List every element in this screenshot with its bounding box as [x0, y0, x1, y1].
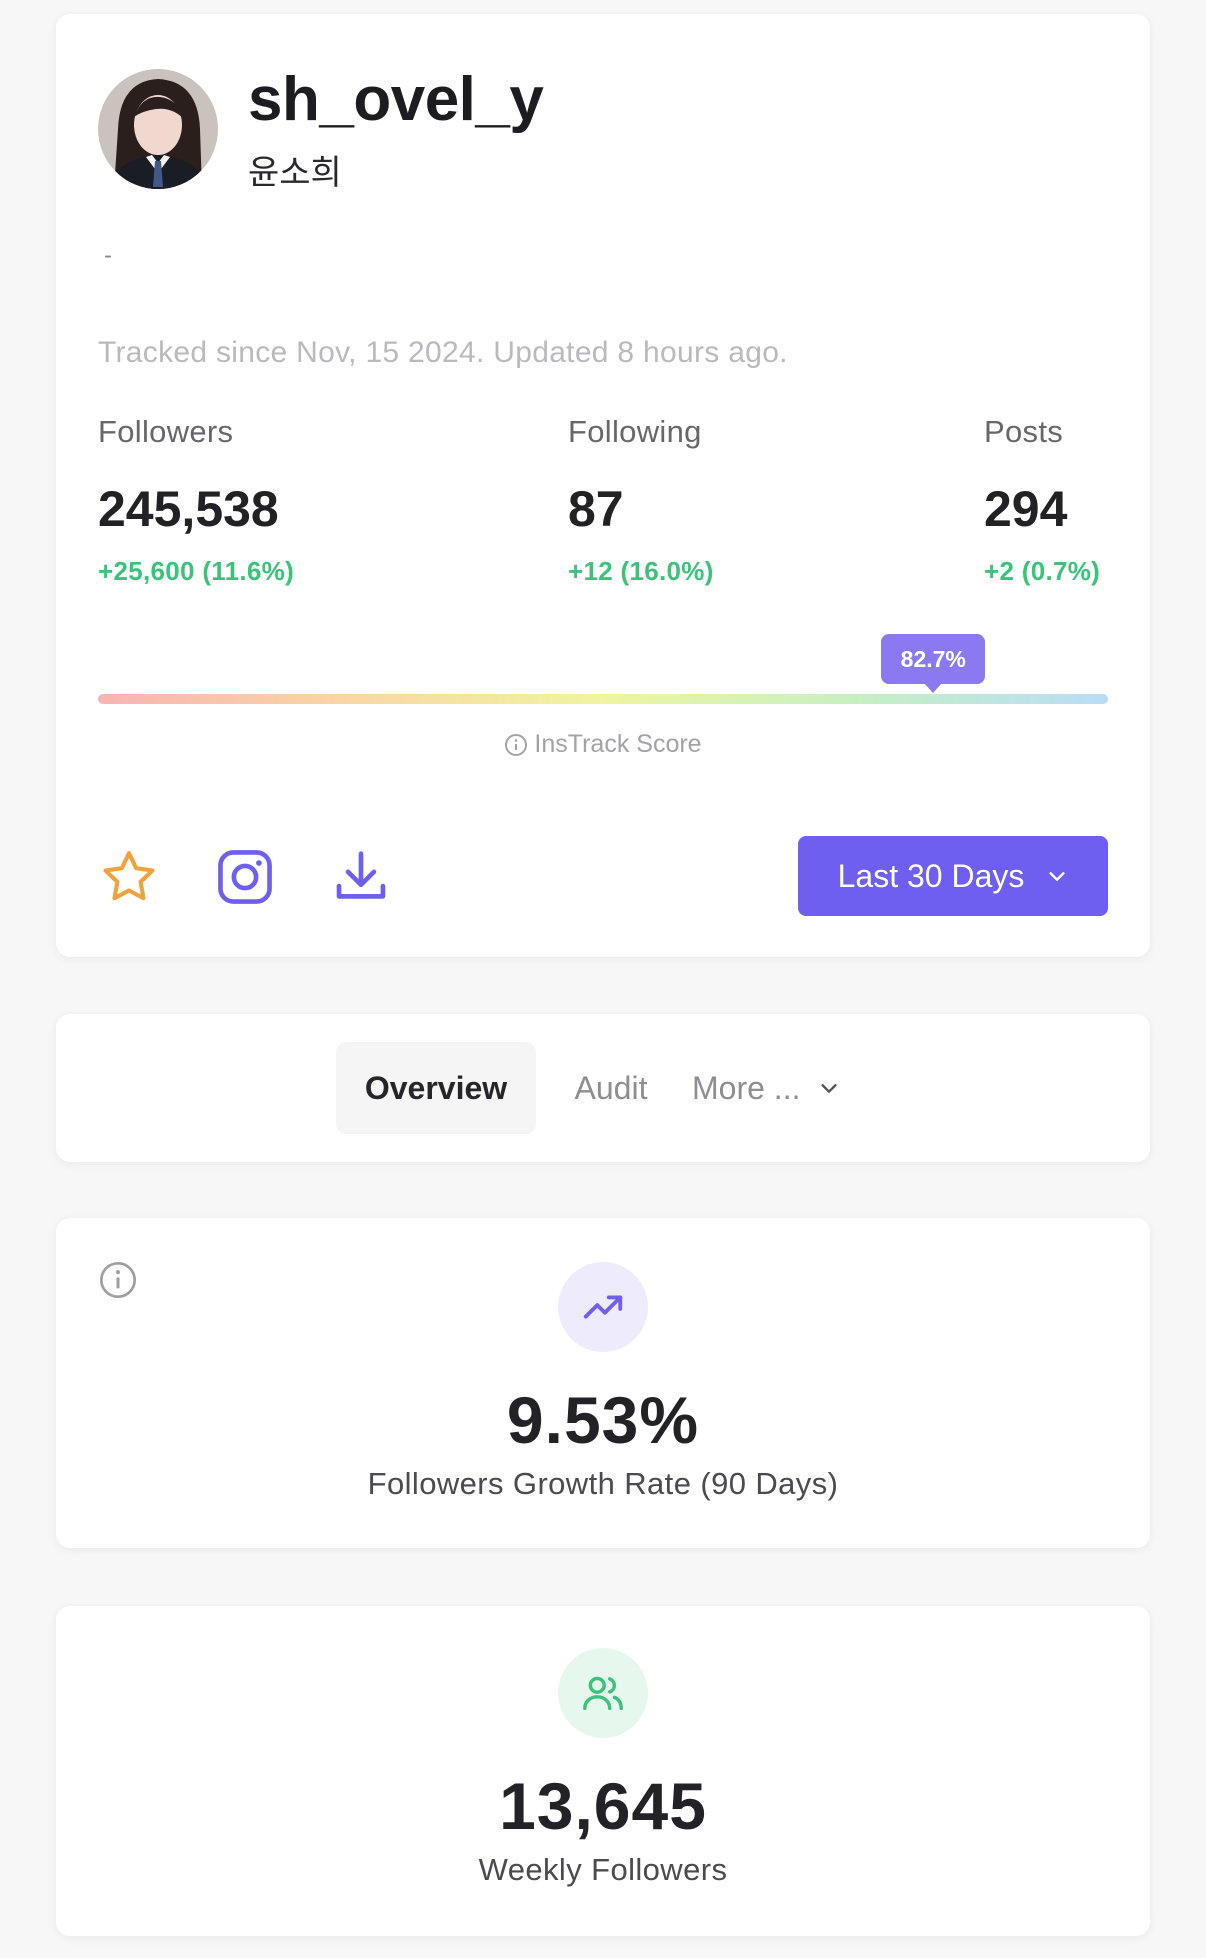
- favorite-button[interactable]: [98, 846, 160, 908]
- tab-audit[interactable]: Audit: [574, 1070, 648, 1106]
- download-icon: [336, 851, 386, 899]
- weekly-followers-value: 13,645: [499, 1769, 707, 1843]
- info-icon[interactable]: [98, 1260, 138, 1305]
- tabs-card: Overview Audit More ...: [56, 1014, 1150, 1162]
- growth-rate-label: Followers Growth Rate (90 Days): [367, 1466, 839, 1501]
- score-label-row[interactable]: InsTrack Score: [56, 730, 1150, 764]
- users-icon: [583, 1676, 623, 1711]
- weekly-followers-label: Weekly Followers: [478, 1852, 728, 1887]
- score-label: InsTrack Score: [534, 730, 702, 758]
- score-badge: 82.7%: [881, 634, 986, 693]
- tab-more[interactable]: More ...: [692, 1042, 862, 1134]
- trending-up-icon: [583, 1295, 623, 1319]
- posts-value: 294: [984, 481, 1068, 537]
- score-bar: [98, 694, 1108, 704]
- bio: -: [104, 242, 112, 269]
- followers-value: 245,538: [98, 481, 279, 537]
- full-name: 윤소희: [248, 154, 342, 192]
- following-change: +12 (16.0%): [568, 556, 714, 586]
- chevron-down-icon: [1049, 872, 1065, 881]
- instagram-icon: [218, 850, 272, 904]
- avatar-image: [98, 69, 218, 189]
- instagram-button[interactable]: [214, 846, 276, 908]
- period-label: Last 30 Days: [837, 857, 1025, 894]
- avatar: [98, 69, 218, 189]
- star-icon: [103, 851, 155, 901]
- growth-rate-value: 9.53%: [506, 1383, 700, 1457]
- followers-change: +25,600 (11.6%): [98, 556, 295, 586]
- period-dropdown-button[interactable]: Last 30 Days: [798, 836, 1108, 916]
- tab-more-label: More ...: [692, 1070, 801, 1106]
- chevron-down-icon: [821, 1084, 838, 1093]
- following-label: Following: [568, 414, 702, 449]
- users-icon-badge: [558, 1648, 648, 1738]
- info-icon: [504, 733, 528, 764]
- posts-change: +2 (0.7%): [984, 556, 1101, 586]
- tracked-info: Tracked since Nov, 15 2024. Updated 8 ho…: [98, 336, 788, 369]
- weekly-followers-card: 13,645 Weekly Followers: [56, 1606, 1150, 1936]
- trending-up-icon-badge: [558, 1262, 648, 1352]
- following-value: 87: [568, 481, 624, 537]
- posts-label: Posts: [984, 414, 1064, 449]
- download-button[interactable]: [330, 846, 392, 908]
- followers-label: Followers: [98, 414, 234, 449]
- tab-overview[interactable]: Overview: [336, 1042, 536, 1134]
- growth-rate-card: 9.53% Followers Growth Rate (90 Days): [56, 1218, 1150, 1548]
- username: sh_ovel_y: [248, 65, 544, 134]
- profile-card: sh_ovel_y 윤소희 - Tracked since Nov, 15 20…: [56, 14, 1150, 957]
